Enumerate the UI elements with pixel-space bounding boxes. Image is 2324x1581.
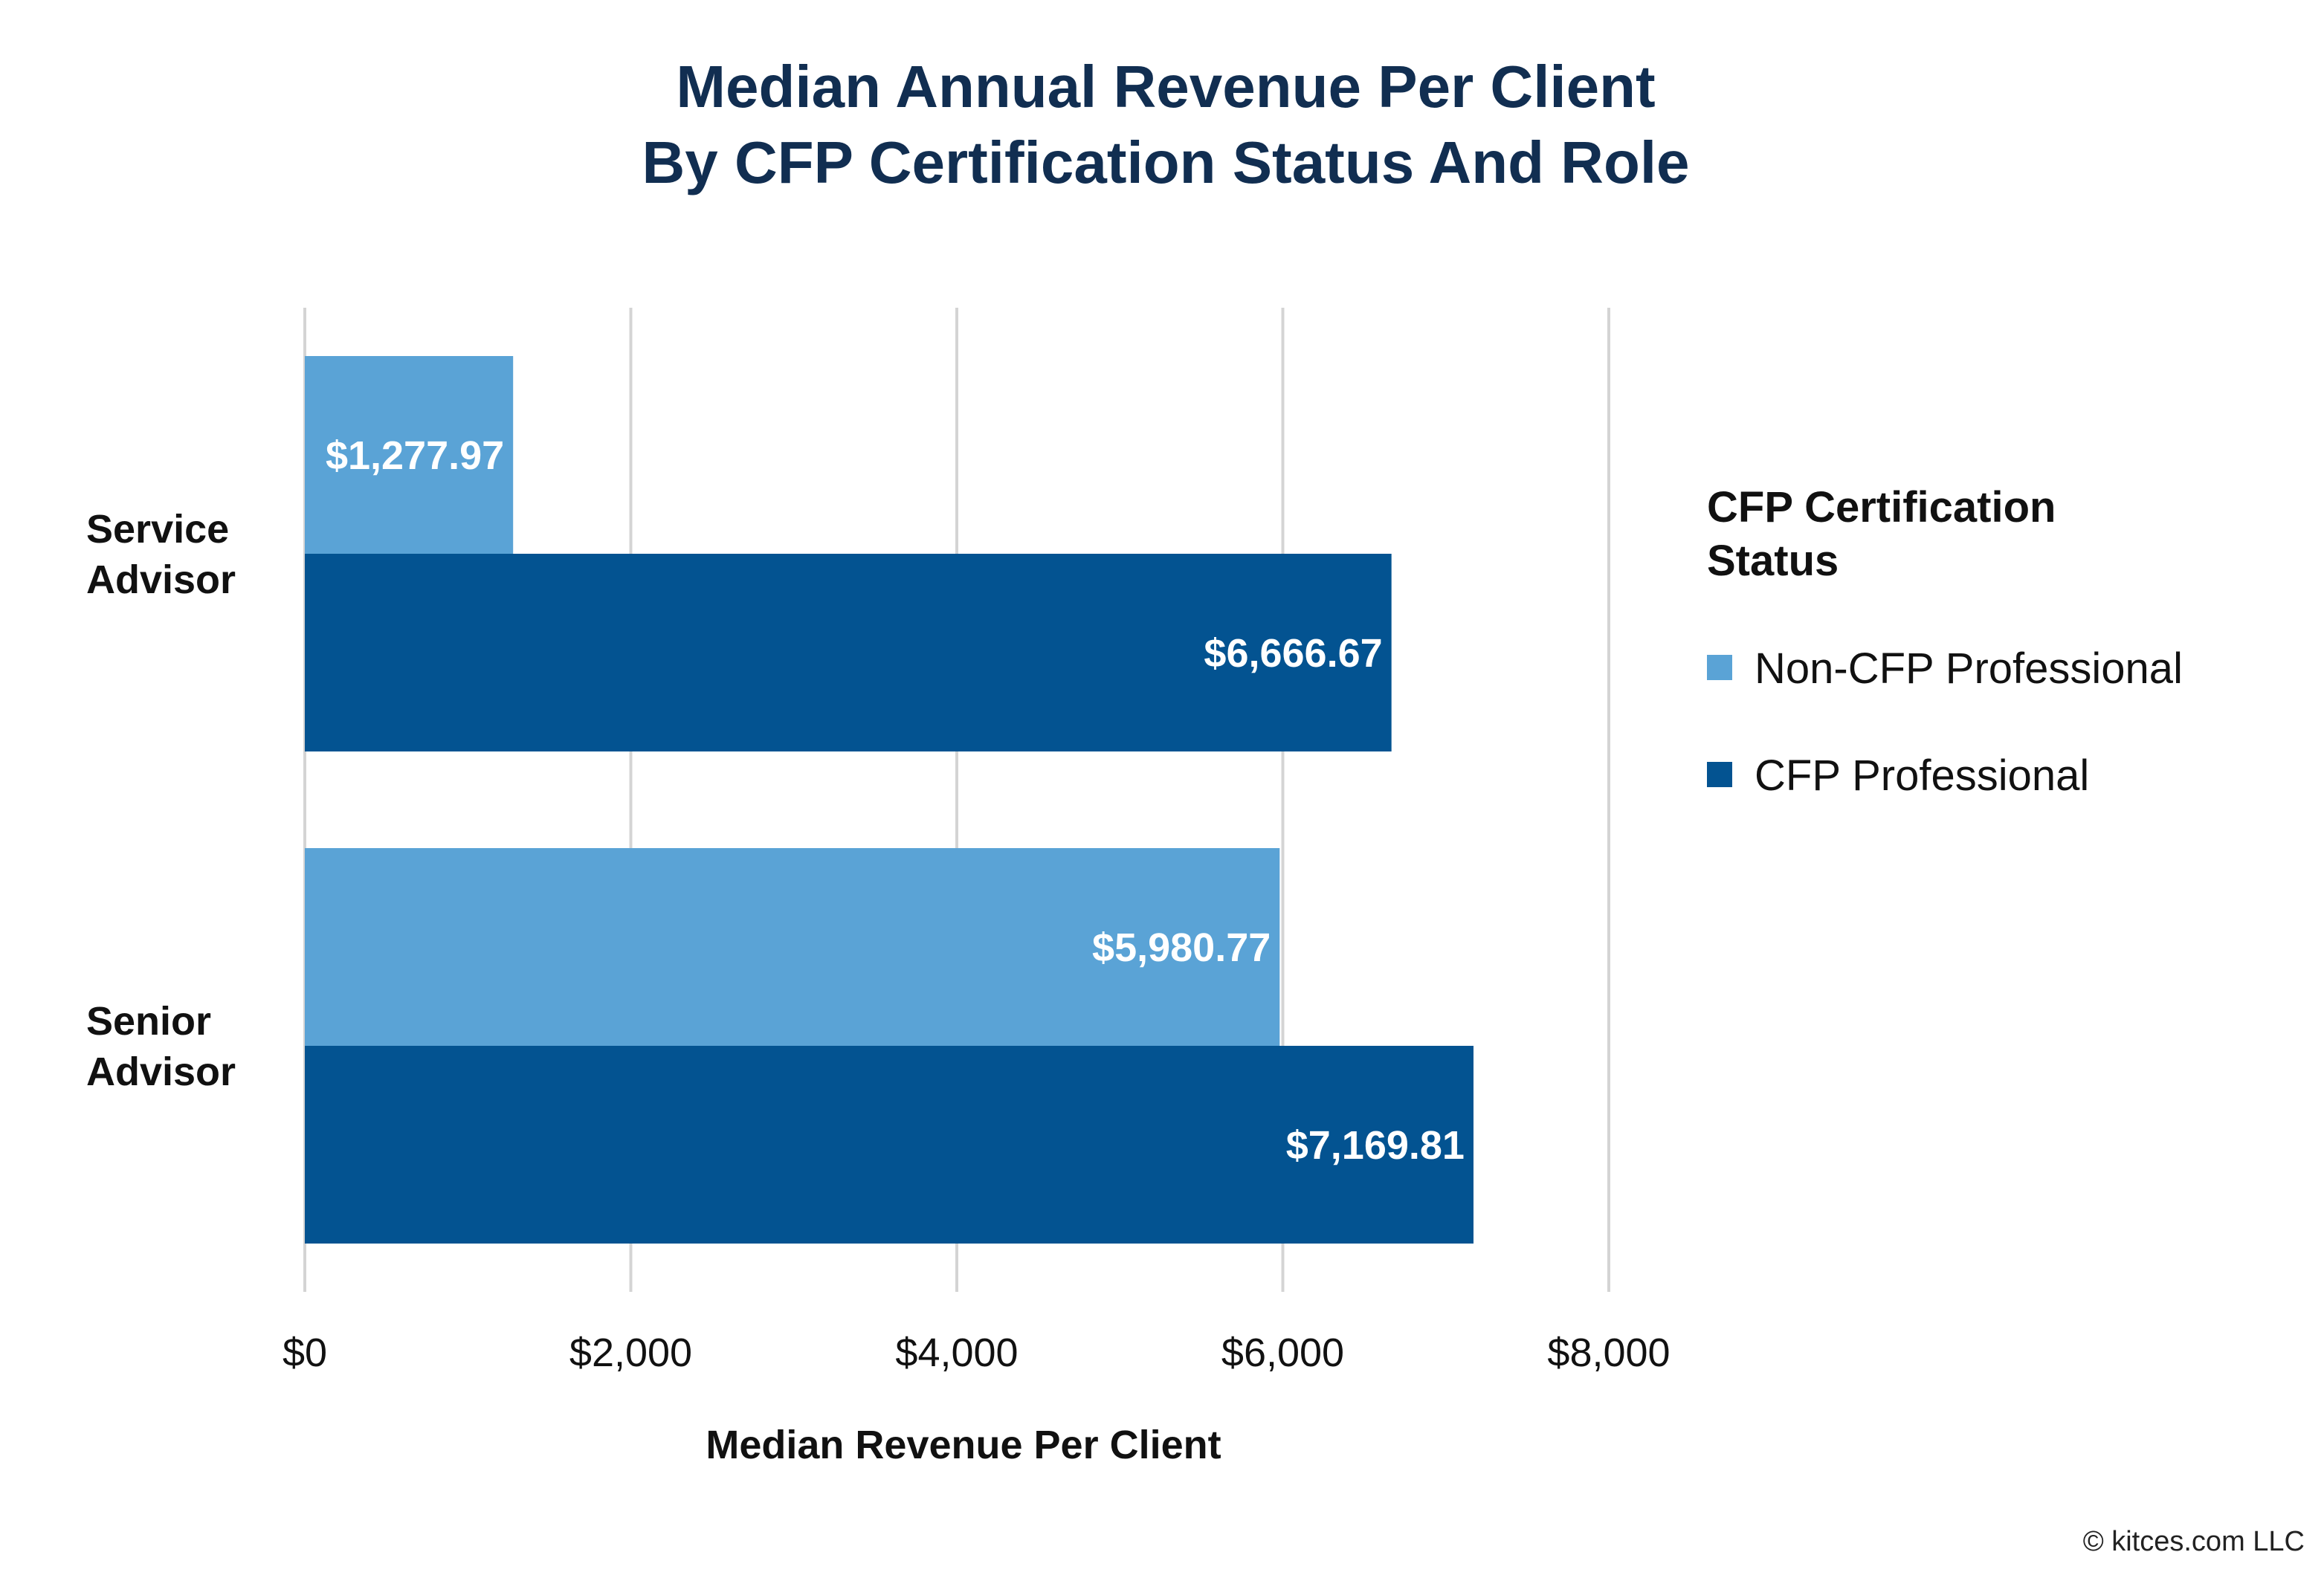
copyright-credit: © kitces.com LLC bbox=[2083, 1526, 2305, 1557]
x-tick-labels: $0 $2,000 $4,000 $6,000 $8,000 bbox=[283, 1331, 1671, 1375]
x-tick-label-0: $0 bbox=[283, 1331, 327, 1375]
x-tick-label-4000: $4,000 bbox=[895, 1331, 1018, 1375]
data-label-1-1: $1,277.97 bbox=[326, 433, 504, 478]
bar-2-2 bbox=[305, 1046, 1474, 1244]
legend-swatch-1 bbox=[1707, 655, 1732, 680]
legend-swatch-2 bbox=[1707, 762, 1732, 787]
category-label-2-line-1: Senior bbox=[86, 999, 211, 1044]
chart-title-line-1: Median Annual Revenue Per Client bbox=[676, 54, 1655, 120]
x-tick-label-6000: $6,000 bbox=[1221, 1331, 1344, 1375]
category-labels: Service Advisor Senior Advisor bbox=[86, 507, 236, 1094]
x-tick-label-2000: $2,000 bbox=[569, 1331, 692, 1375]
data-label-2-2: $7,169.81 bbox=[1286, 1123, 1465, 1168]
category-label-1-line-1: Service bbox=[86, 507, 229, 552]
bars bbox=[305, 356, 1474, 1244]
bar-1-2 bbox=[305, 554, 1392, 751]
x-tick-label-8000: $8,000 bbox=[1547, 1331, 1670, 1375]
chart-title: Median Annual Revenue Per Client By CFP C… bbox=[642, 54, 1689, 195]
data-label-1-2: $6,666.67 bbox=[1204, 631, 1382, 676]
category-label-2-line-2: Advisor bbox=[86, 1050, 236, 1094]
bar-2-1 bbox=[305, 848, 1280, 1046]
legend-title-line-1: CFP Certification bbox=[1707, 483, 2056, 531]
chart-title-line-2: By CFP Certification Status And Role bbox=[642, 129, 1689, 195]
data-label-2-1: $5,980.77 bbox=[1092, 925, 1271, 970]
legend-title-line-2: Status bbox=[1707, 537, 1839, 585]
legend-item-2: CFP Professional bbox=[1755, 751, 2089, 800]
data-labels: $1,277.97 $6,666.67 $5,980.77 $7,169.81 bbox=[326, 433, 1465, 1168]
x-axis-label: Median Revenue Per Client bbox=[706, 1423, 1221, 1467]
legend: CFP Certification Status Non-CFP Professio… bbox=[1707, 483, 2183, 800]
legend-item-1: Non-CFP Professional bbox=[1755, 644, 2183, 693]
category-label-1-line-2: Advisor bbox=[86, 557, 236, 602]
bar-1-1 bbox=[305, 356, 514, 554]
